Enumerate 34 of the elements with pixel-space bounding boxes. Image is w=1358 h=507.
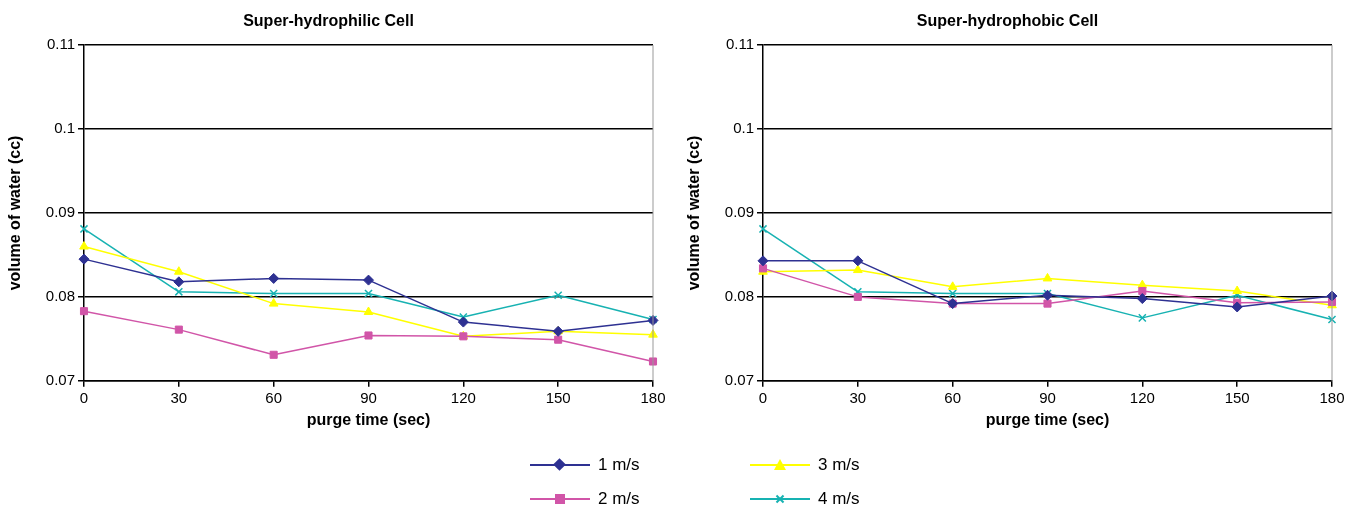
x-axis-title: purge time (sec): [985, 410, 1110, 428]
x-tick-label: 120: [1129, 388, 1155, 406]
y-tick-label: 0.08: [724, 287, 754, 305]
x-tick-label: 90: [1039, 388, 1056, 406]
y-tick-label: 0.11: [725, 35, 754, 53]
legend-label: 2 m/s: [598, 489, 640, 507]
x-tick-label: 30: [849, 388, 867, 406]
x-tick-label: 0: [758, 388, 768, 406]
y-tick-label: 0.08: [45, 287, 75, 305]
legend-label: 1 m/s: [598, 455, 640, 475]
y-tick-label: 0.1: [733, 119, 754, 137]
x-tick-label: 60: [944, 388, 962, 406]
x-tick-label: 180: [1319, 388, 1345, 406]
x-tick-label: 0: [79, 388, 89, 406]
y-tick-label: 0.11: [46, 35, 75, 53]
y-tick-label: 0.07: [724, 370, 754, 388]
y-axis-title: volume of water (cc): [6, 135, 24, 291]
x-tick-label: 150: [545, 388, 571, 406]
legend-label: 3 m/s: [818, 455, 860, 475]
x-tick-label: 180: [640, 388, 666, 406]
y-tick-label: 0.07: [45, 370, 75, 388]
chart-title: Super-hydrophilic Cell: [243, 12, 414, 30]
legend-label: 4 m/s: [818, 489, 860, 507]
x-tick-label: 60: [265, 388, 283, 406]
x-tick-label: 30: [170, 388, 188, 406]
y-axis-title: volume of water (cc): [685, 135, 703, 291]
x-tick-label: 120: [450, 388, 476, 406]
y-tick-label: 0.09: [45, 203, 75, 221]
x-axis-title: purge time (sec): [306, 410, 431, 428]
x-tick-label: 90: [360, 388, 377, 406]
chart-title: Super-hydrophobic Cell: [916, 12, 1099, 30]
y-tick-label: 0.1: [54, 119, 75, 137]
x-tick-label: 150: [1224, 388, 1250, 406]
y-tick-label: 0.09: [724, 203, 754, 221]
